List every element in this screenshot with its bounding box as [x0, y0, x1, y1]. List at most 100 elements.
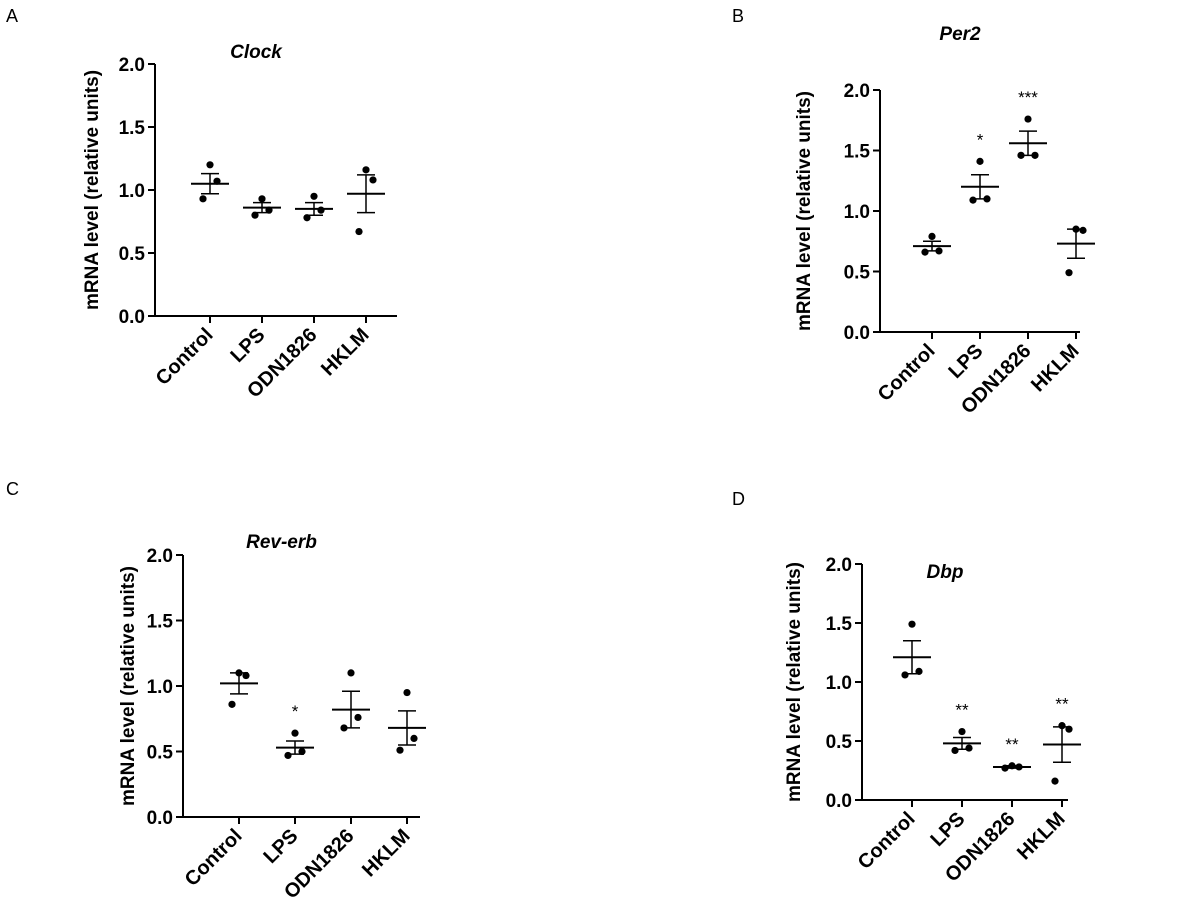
data-point	[298, 747, 306, 756]
significance-label: **	[1055, 695, 1069, 714]
data-point	[1031, 151, 1039, 159]
data-point	[1065, 725, 1073, 733]
y-tick-label: 2.0	[844, 81, 870, 102]
panel-letter: B	[732, 6, 744, 26]
data-point	[235, 669, 243, 677]
y-tick-label: 1.5	[119, 118, 146, 139]
y-tick-label: 0.5	[119, 244, 146, 265]
panel-letter: A	[6, 6, 18, 26]
data-point	[1051, 777, 1059, 785]
x-tick-label: LPS	[926, 808, 969, 851]
data-point	[369, 176, 377, 184]
x-tick-label: Control	[854, 808, 920, 874]
y-tick-label: 1.5	[147, 612, 174, 633]
y-tick-label: 0.0	[147, 808, 173, 829]
y-tick-label: 0.0	[119, 307, 145, 328]
chart-title: Dbp	[927, 562, 964, 583]
chart-title: Per2	[939, 24, 981, 45]
x-tick-label: LPS	[259, 825, 302, 868]
data-point	[901, 671, 909, 679]
panel-letter: D	[732, 489, 745, 509]
data-point	[976, 157, 984, 165]
data-point	[951, 746, 959, 755]
data-point	[1017, 151, 1025, 159]
data-point	[242, 671, 250, 680]
data-point	[1065, 269, 1073, 277]
data-point	[928, 232, 936, 241]
chart-panel-a: A Clock 0.0 0.5 1.0 1.5 2.0 mRNA level (relativ…	[6, 6, 397, 402]
data-point	[228, 700, 236, 708]
significance-label: *	[292, 702, 299, 721]
data-point	[354, 713, 362, 722]
chart-panel-d: D Dbp 0.0 0.5 1.0 1.5 2.0 mRNA level (relative …	[732, 489, 1081, 886]
y-tick-label: 0.5	[826, 732, 853, 753]
y-axis-label: mRNA level (relative units)	[82, 70, 103, 310]
y-tick-label: 2.0	[119, 55, 145, 76]
y-tick-label: 1.0	[147, 677, 173, 698]
data-point	[410, 734, 418, 743]
data-point	[1079, 226, 1087, 234]
y-axis-label: mRNA level (relative units)	[118, 566, 139, 806]
chart-panel-c: C Rev-erb 0.0 0.5 1.0 1.5 2.0 mRNA level (relat…	[6, 479, 426, 903]
x-tick-label: HKLM	[1027, 340, 1083, 396]
data-point	[213, 177, 221, 185]
data-point	[921, 248, 929, 256]
data-point	[1008, 762, 1016, 770]
data-point	[284, 751, 292, 760]
data-point	[303, 214, 311, 222]
panel-letter: C	[6, 479, 19, 499]
data-point	[206, 161, 214, 169]
x-tick-label: LPS	[944, 340, 987, 383]
significance-label: **	[1005, 735, 1019, 754]
x-tick-label: Control	[874, 340, 940, 406]
y-tick-label: 0.0	[826, 791, 852, 812]
data-point	[915, 667, 923, 675]
y-tick-label: 0.5	[844, 263, 871, 284]
x-tick-label: HKLM	[317, 324, 373, 380]
data-point	[251, 211, 259, 219]
y-tick-label: 1.0	[844, 202, 870, 223]
data-point	[362, 166, 370, 174]
data-point	[1024, 115, 1032, 123]
significance-label: ***	[1018, 88, 1038, 107]
y-tick-label: 1.5	[844, 142, 871, 163]
data-point	[291, 729, 299, 737]
data-point	[258, 195, 266, 203]
y-tick-label: 2.0	[147, 546, 173, 567]
significance-label: **	[955, 701, 969, 720]
y-tick-label: 2.0	[826, 555, 852, 576]
data-point	[355, 227, 363, 236]
x-tick-label: HKLM	[1013, 808, 1069, 864]
data-point	[908, 620, 916, 628]
x-tick-label: Control	[181, 825, 247, 891]
chart-title: Clock	[230, 42, 283, 63]
data-point	[403, 688, 411, 697]
data-point	[1058, 722, 1066, 730]
data-point	[347, 669, 355, 677]
y-tick-label: 1.0	[826, 673, 852, 694]
data-point	[396, 746, 404, 754]
x-tick-label: LPS	[226, 324, 269, 367]
chart-panel-b: B Per2 0.0 0.5 1.0 1.5 2.0 mRNA level (relative…	[732, 6, 1095, 418]
y-axis-label: mRNA level (relative units)	[784, 562, 805, 802]
y-axis-label: mRNA level (relative units)	[794, 91, 815, 331]
data-point	[199, 195, 207, 203]
data-point	[317, 206, 325, 214]
x-tick-label: Control	[152, 324, 218, 390]
data-point	[265, 206, 273, 214]
chart-title: Rev-erb	[246, 532, 317, 553]
data-point	[340, 724, 348, 732]
data-point	[958, 727, 966, 736]
data-point	[969, 196, 977, 204]
data-point	[310, 192, 318, 200]
data-point	[1072, 225, 1080, 233]
y-tick-label: 0.0	[844, 323, 870, 344]
x-tick-label: HKLM	[358, 825, 414, 881]
data-point	[983, 195, 991, 203]
y-tick-label: 0.5	[147, 743, 174, 764]
data-point	[935, 247, 943, 255]
y-tick-label: 1.0	[119, 181, 145, 202]
significance-label: *	[977, 130, 984, 149]
y-tick-label: 1.5	[826, 614, 853, 635]
